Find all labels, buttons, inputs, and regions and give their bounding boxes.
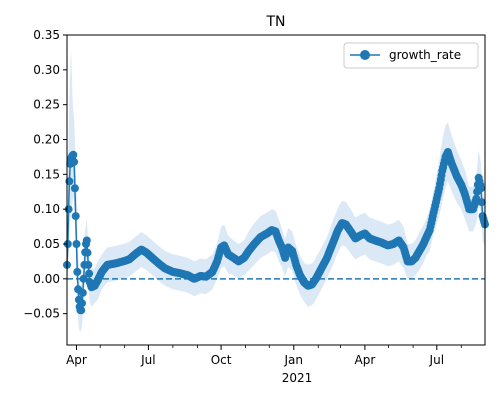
data-point xyxy=(477,184,485,193)
y-tick-label: −0.05 xyxy=(23,307,60,321)
data-point xyxy=(71,212,80,221)
data-point xyxy=(85,269,94,278)
data-point xyxy=(78,288,87,297)
y-tick-label: 0.35 xyxy=(33,28,60,42)
data-point xyxy=(78,299,86,308)
x-tick-label: Jul xyxy=(140,353,155,367)
legend-box xyxy=(343,42,479,69)
chart-title: TN xyxy=(265,14,285,30)
data-point xyxy=(72,240,81,248)
data-point xyxy=(69,150,78,159)
legend: growth_rate xyxy=(343,42,479,69)
y-tick-label: 0.10 xyxy=(33,202,60,216)
y-tick-label: 0.00 xyxy=(33,272,60,286)
data-point xyxy=(70,157,79,166)
x-axis-year-label: 2021 xyxy=(282,371,313,385)
data-point xyxy=(82,236,91,245)
data-point xyxy=(79,274,88,283)
data-point xyxy=(73,267,82,276)
plot-frame xyxy=(66,34,486,346)
y-tick-label: 0.25 xyxy=(33,98,60,112)
legend-marker xyxy=(360,50,370,60)
x-tick-label: Apr xyxy=(66,353,87,367)
x-tick-label: Oct xyxy=(211,353,232,367)
legend-label: growth_rate xyxy=(389,48,461,62)
data-point xyxy=(84,260,93,269)
confidence-band xyxy=(67,48,485,332)
data-point xyxy=(477,198,486,207)
y-tick-label: 0.30 xyxy=(33,63,60,77)
data-point xyxy=(83,248,92,257)
y-tick-label: 0.15 xyxy=(33,167,60,181)
y-tick-label: 0.05 xyxy=(33,237,60,251)
y-tick-label: 0.20 xyxy=(33,132,60,146)
data-point xyxy=(70,184,79,193)
x-tick-label: Apr xyxy=(355,353,376,367)
data-point xyxy=(77,306,86,315)
data-point xyxy=(63,240,72,248)
x-tick-label: Jan xyxy=(284,353,304,367)
x-tick-label: Jul xyxy=(429,353,444,367)
